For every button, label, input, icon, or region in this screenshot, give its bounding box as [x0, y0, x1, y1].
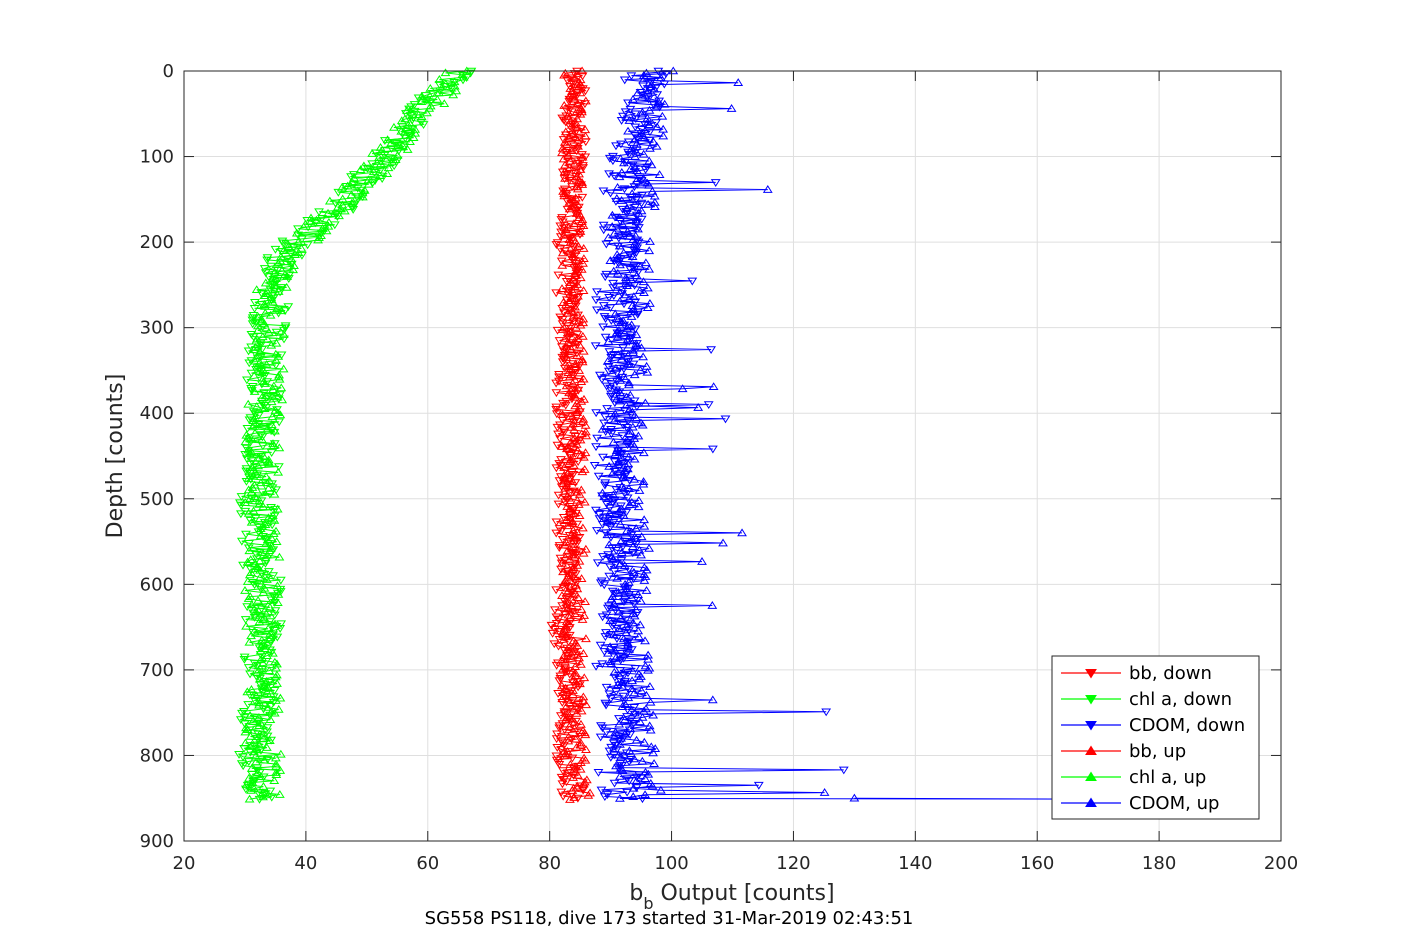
legend-label: CDOM, down: [1129, 715, 1245, 736]
x-tick-label: 140: [898, 853, 932, 874]
legend-box: [1051, 655, 1260, 820]
legend-marker: [1085, 669, 1097, 679]
legend-entry: bb, down: [1061, 663, 1212, 684]
legend-entries: bb, down chl a, down CDOM, down bb, up chl a…: [1061, 663, 1245, 814]
y-tick-label: 100: [140, 147, 174, 168]
dive-info-footer: SG558 PS118, dive 173 started 31-Mar-201…: [425, 908, 914, 929]
y-tick-label: 900: [140, 831, 174, 852]
legend-marker: [1085, 771, 1097, 781]
y-tick-label: 0: [163, 61, 174, 82]
legend-marker: [1085, 695, 1097, 705]
x-tick-label: 120: [776, 853, 810, 874]
y-tick-label: 500: [140, 489, 174, 510]
x-tick-label: 40: [294, 853, 317, 874]
x-axis-title: bb Output [counts]: [629, 881, 834, 913]
y-tick-label: 800: [140, 745, 174, 766]
legend-label: chl a, down: [1129, 689, 1232, 710]
x-axis-title-main: b: [629, 881, 643, 906]
grid: [183, 70, 1282, 842]
legend-entry: chl a, down: [1061, 689, 1232, 710]
x-tick-label: 180: [1142, 853, 1176, 874]
series-line: [244, 70, 467, 800]
y-tick-label: 400: [140, 403, 174, 424]
legend-entry: chl a, up: [1061, 767, 1206, 788]
legend-label: bb, down: [1129, 663, 1212, 684]
y-tick-label: 600: [140, 574, 174, 595]
x-tick-label: 200: [1264, 853, 1298, 874]
legend-label: chl a, up: [1129, 767, 1206, 788]
x-axis-title-subscript: b: [643, 894, 653, 913]
data-layer: [234, 66, 1091, 804]
x-tick-label: 20: [173, 853, 196, 874]
legend-marker: [1085, 745, 1097, 755]
legend: bb, down chl a, down CDOM, down bb, up chl a…: [1051, 655, 1260, 820]
x-tick-label: 60: [416, 853, 439, 874]
x-axis-title-rest: Output [counts]: [654, 881, 835, 906]
legend-label: CDOM, up: [1129, 793, 1219, 814]
y-tick-label: 300: [140, 318, 174, 339]
y-axis-title: Depth [counts]: [103, 374, 128, 539]
ticks: 20 40 60 80 100 120 140 160 180 200 0 100 200 300 400 5…: [140, 61, 1299, 874]
y-tick-label: 700: [140, 660, 174, 681]
y-tick-label: 200: [140, 232, 174, 253]
legend-marker: [1085, 721, 1097, 731]
legend-entry: bb, up: [1061, 741, 1186, 762]
legend-label: bb, up: [1129, 741, 1186, 762]
x-tick-label: 80: [538, 853, 561, 874]
legend-entry: CDOM, down: [1061, 715, 1245, 736]
legend-entry: CDOM, up: [1061, 793, 1219, 814]
x-tick-label: 160: [1020, 853, 1054, 874]
legend-marker: [1085, 797, 1097, 807]
plot-frame: [183, 70, 1282, 842]
x-tick-label: 100: [654, 853, 688, 874]
